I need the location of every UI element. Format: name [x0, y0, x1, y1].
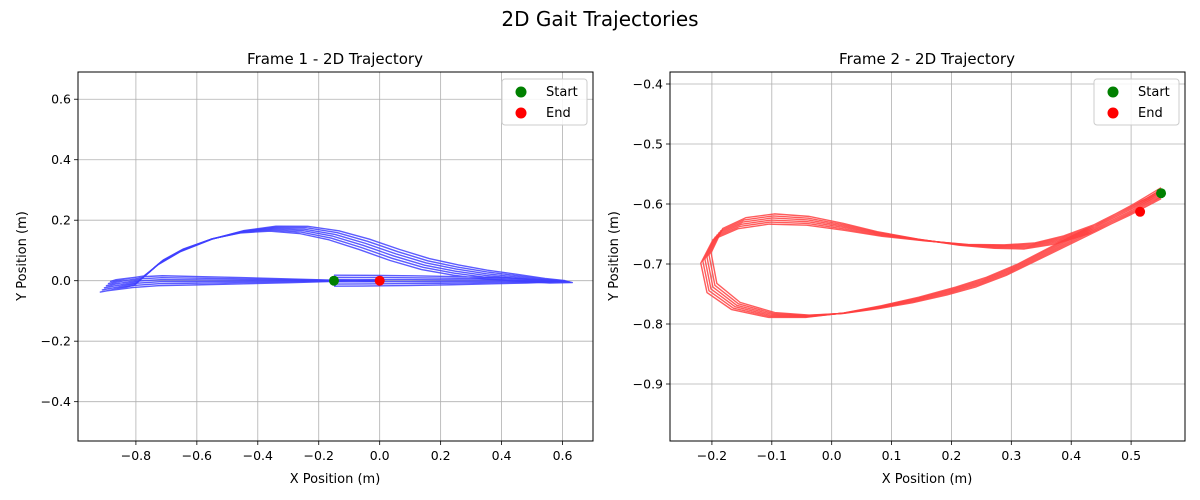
subplot-1-legend-end-label: End	[546, 106, 571, 121]
y-tick-label: −0.6	[633, 197, 663, 212]
x-tick-label: 0.4	[492, 448, 512, 463]
x-tick-label: 0.0	[822, 448, 842, 463]
y-tick-label: 0.2	[51, 213, 71, 228]
x-tick-label: −0.8	[121, 448, 151, 463]
subplot-1-legend-start-marker	[515, 86, 527, 98]
x-tick-label: 0.3	[1001, 448, 1021, 463]
subplot-2-frame	[669, 71, 1186, 442]
x-tick-label: −0.6	[182, 448, 212, 463]
y-tick-label: 0.6	[51, 92, 71, 107]
y-tick-label: −0.5	[633, 137, 663, 152]
trajectory-cycle-line	[704, 191, 1162, 318]
y-tick-label: 0.4	[51, 152, 71, 167]
subplot-1-x-axis-label: X Position (m)	[290, 472, 381, 487]
subplot-2-legend-end-marker	[1107, 107, 1119, 119]
y-tick-label: −0.8	[633, 317, 663, 332]
x-tick-label: 0.2	[431, 448, 451, 463]
x-tick-label: 0.5	[1121, 448, 1141, 463]
trajectory-cycle-line	[710, 194, 1165, 316]
x-tick-label: 0.2	[942, 448, 962, 463]
trajectory-cycle-line	[706, 192, 1162, 317]
trajectory-cycle-line	[109, 230, 574, 284]
trajectory-cycle-line	[708, 193, 1164, 317]
subplot-2-y-ticks: −0.9 −0.8 −0.7 −0.6 −0.5 −0.4	[633, 77, 670, 392]
x-tick-label: −0.2	[304, 448, 334, 463]
subplot-2-title: Frame 2 - 2D Trajectory	[839, 50, 1015, 68]
subplot-2-legend-start-label: Start	[1138, 85, 1170, 100]
x-tick-label: 0.1	[882, 448, 902, 463]
y-tick-label: −0.9	[633, 377, 663, 392]
subplot-2-trajectory	[700, 187, 1165, 319]
subplot-1-y-ticks: −0.4 −0.2 0.0 0.2 0.4 0.6	[41, 92, 78, 409]
x-tick-label: −0.1	[757, 448, 787, 463]
subplot-1-trajectory	[99, 225, 574, 293]
y-tick-label: −0.4	[633, 77, 663, 92]
start-point-marker	[1156, 188, 1167, 199]
subplot-2-legend-start-marker	[1107, 86, 1119, 98]
subplot-2-x-ticks: −0.2 −0.1 0.0 0.1 0.2 0.3 0.4 0.5	[697, 441, 1141, 463]
subplot-1-y-axis-label: Y Position (m)	[15, 211, 30, 302]
subplot-2-grid	[670, 72, 1185, 441]
subplot-1-x-ticks: −0.8 −0.6 −0.4 −0.2 0.0 0.2 0.4 0.6	[121, 441, 573, 463]
x-tick-label: −0.2	[697, 448, 727, 463]
x-tick-label: 0.4	[1061, 448, 1081, 463]
subplot-frame-2: Frame 2 - 2D Trajectory −0.2 −0.1 0.0 0.1 0.…	[607, 50, 1186, 487]
y-tick-label: −0.4	[41, 394, 71, 409]
y-tick-label: −0.2	[41, 334, 71, 349]
subplot-1-frame	[77, 71, 594, 442]
y-tick-label: −0.7	[633, 257, 663, 272]
subplot-2-x-axis-label: X Position (m)	[882, 472, 973, 487]
subplot-2-legend: Start End	[1093, 78, 1180, 126]
start-point-marker	[328, 275, 339, 286]
subplot-1-legend-end-marker	[515, 107, 527, 119]
y-tick-label: 0.0	[51, 273, 71, 288]
subplot-frame-1: Frame 1 - 2D Trajectory −0.8 −0.6 −0.4 −0.2…	[15, 50, 594, 487]
figure-suptitle: 2D Gait Trajectories	[501, 7, 698, 31]
subplot-1-legend: Start End	[501, 78, 588, 126]
subplot-1-grid	[78, 72, 593, 441]
end-point-marker	[1135, 206, 1146, 217]
x-tick-label: −0.4	[243, 448, 273, 463]
subplot-1-legend-start-label: Start	[546, 85, 578, 100]
x-tick-label: 0.0	[370, 448, 390, 463]
trajectory-cycle-line	[700, 187, 1162, 319]
subplot-2-legend-end-label: End	[1138, 106, 1163, 121]
subplot-2-markers	[1135, 188, 1167, 217]
subplot-1-markers	[328, 275, 385, 286]
subplot-1-title: Frame 1 - 2D Trajectory	[247, 50, 423, 68]
subplot-2-y-axis-label: Y Position (m)	[607, 211, 622, 302]
end-point-marker	[374, 275, 385, 286]
trajectory-cycle-line	[702, 189, 1162, 318]
x-tick-label: 0.6	[553, 448, 573, 463]
